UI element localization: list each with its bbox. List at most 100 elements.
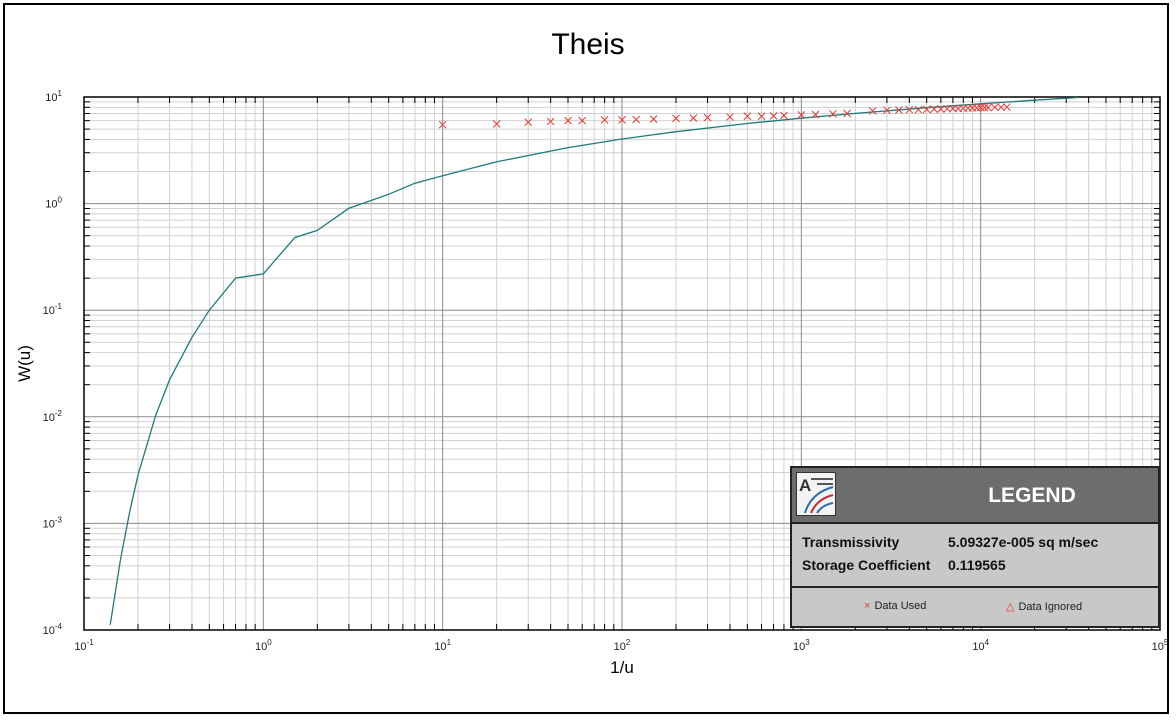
- y-tick-label: 10-2: [43, 409, 63, 424]
- data-point-stroke: [797, 111, 806, 119]
- y-tick-label: 10-3: [43, 515, 63, 530]
- x-tick-label: 10-1: [74, 638, 94, 653]
- data-point: [829, 109, 837, 118]
- x-tick-label: 103: [793, 638, 810, 653]
- data-point-stroke: [976, 103, 985, 112]
- data-point-stroke: [930, 105, 938, 113]
- aqtesolv-logo-icon: A: [796, 472, 836, 516]
- data-point-stroke: [883, 106, 891, 115]
- data-point: [797, 111, 806, 119]
- legend-header: A LEGEND: [792, 468, 1158, 524]
- data-point: [618, 116, 626, 124]
- data-point: [757, 112, 766, 121]
- data-point-stroke: [649, 115, 658, 123]
- data-point-stroke: [743, 112, 752, 121]
- data-point: [438, 120, 447, 129]
- data-point: [943, 104, 951, 113]
- data-point-stroke: [922, 105, 931, 114]
- data-point: [703, 113, 712, 122]
- legend-key-data-ignored: △ Data Ignored: [1006, 600, 1082, 613]
- data-point-stroke: [769, 112, 778, 120]
- data-point: [905, 105, 914, 114]
- data-point: [976, 103, 985, 112]
- y-tick-label: 100: [45, 196, 62, 211]
- y-tick-label: 10-4: [43, 622, 63, 637]
- chart-title: Theis: [551, 28, 625, 61]
- data-point: [883, 106, 891, 115]
- data-point-stroke: [618, 116, 626, 124]
- data-point-stroke: [492, 119, 501, 128]
- x-tick-label: 104: [972, 638, 989, 653]
- data-point: [997, 103, 1005, 112]
- data-point: [546, 117, 555, 126]
- data-point-stroke: [829, 109, 837, 118]
- data-point-stroke: [843, 109, 851, 118]
- y-tick-label: 101: [45, 89, 62, 104]
- y-axis-label: W(u): [15, 345, 34, 382]
- data-point-stroke: [780, 111, 788, 120]
- data-point-stroke: [943, 104, 951, 113]
- legend-title: LEGEND: [988, 484, 1076, 507]
- legend-parameters: Transmissivity 5.09327e-005 sq m/sec Sto…: [792, 524, 1158, 588]
- data-point: [726, 113, 734, 121]
- legend: A LEGEND Transmissivity 5.09327e-005 sq …: [790, 466, 1160, 628]
- data-point-stroke: [524, 118, 533, 127]
- data-point: [600, 116, 609, 124]
- x-marker-icon: ×: [864, 600, 871, 612]
- data-point-stroke: [980, 103, 989, 112]
- triangle-marker-icon: △: [1006, 601, 1015, 613]
- data-point-stroke: [438, 120, 447, 129]
- data-point-stroke: [868, 107, 877, 115]
- data-point: [980, 103, 989, 112]
- data-point-stroke: [991, 103, 999, 112]
- data-point: [937, 105, 945, 113]
- x-tick-label: 105: [1152, 638, 1169, 653]
- legend-key-label: Data Used: [874, 600, 927, 612]
- data-point-stroke: [937, 105, 945, 113]
- data-point: [649, 115, 658, 123]
- x-tick-label: 100: [255, 638, 272, 653]
- x-tick-labels: 10-1 100 101 102 103 104 105: [74, 638, 1169, 653]
- data-point: [672, 114, 680, 123]
- svg-text:A: A: [799, 476, 811, 495]
- theis-type-curve: [109, 96, 1079, 625]
- data-point-stroke: [726, 113, 734, 121]
- data-used-points: [438, 103, 1011, 129]
- data-point: [1003, 103, 1011, 111]
- data-point-stroke: [895, 106, 903, 114]
- data-point-stroke: [997, 103, 1005, 112]
- data-point: [895, 106, 903, 114]
- data-point: [811, 110, 820, 119]
- legend-key-label: Data Ignored: [1018, 601, 1083, 613]
- data-point-stroke: [564, 116, 572, 125]
- y-tick-labels: 10-4 10-3 10-2 10-1 100 101: [43, 89, 63, 637]
- data-point-stroke: [600, 116, 609, 124]
- data-point: [930, 105, 938, 113]
- data-point-stroke: [905, 105, 914, 114]
- data-point: [780, 111, 788, 120]
- data-point-stroke: [811, 110, 820, 119]
- x-axis-label: 1/u: [610, 658, 634, 677]
- data-point-stroke: [546, 117, 555, 126]
- data-point-stroke: [689, 114, 698, 122]
- data-point: [922, 105, 931, 114]
- storage-coefficient-label: Storage Coefficient: [802, 557, 931, 573]
- data-point: [843, 109, 851, 118]
- transmissivity-label: Transmissivity: [802, 534, 900, 550]
- x-tick-label: 101: [434, 638, 451, 653]
- transmissivity-value: 5.09327e-005 sq m/sec: [948, 534, 1099, 550]
- data-point-stroke: [632, 115, 641, 124]
- data-point-stroke: [984, 103, 992, 112]
- data-point: [868, 107, 877, 115]
- data-point: [524, 118, 533, 127]
- data-point: [914, 105, 923, 114]
- data-point: [984, 103, 992, 112]
- data-point: [743, 112, 752, 121]
- data-point-stroke: [672, 114, 680, 123]
- data-point: [578, 116, 587, 125]
- data-point: [689, 114, 698, 122]
- data-point: [564, 116, 572, 125]
- legend-keys: × Data Used △ Data Ignored: [792, 588, 1158, 626]
- x-tick-label: 102: [614, 638, 631, 653]
- minor-ticks: [84, 97, 1160, 630]
